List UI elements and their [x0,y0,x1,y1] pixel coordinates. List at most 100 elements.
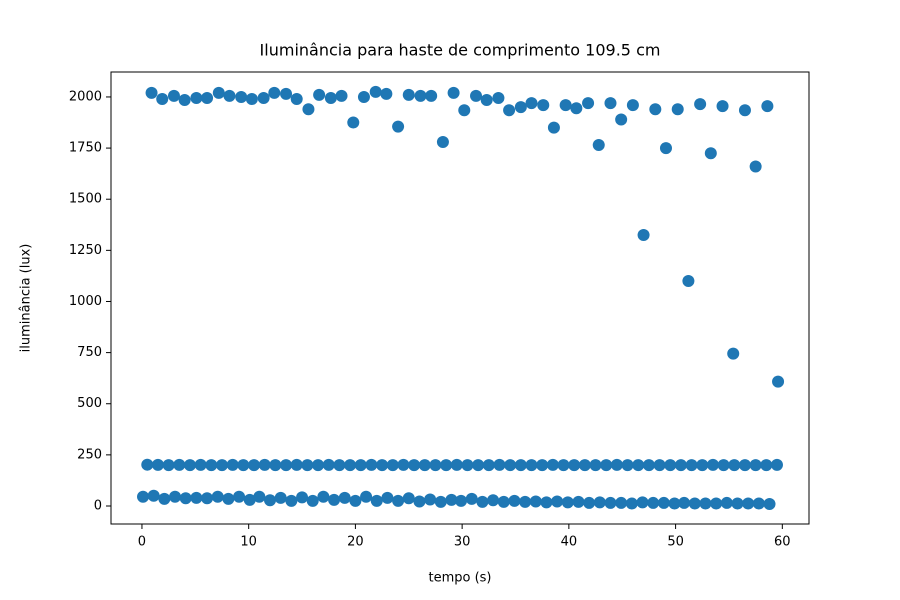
point [621,459,634,472]
point [141,458,154,471]
point [738,459,751,472]
point [699,497,712,510]
point [626,99,639,112]
point [649,103,662,116]
point [205,459,218,472]
point [173,458,186,471]
point [455,494,468,507]
point [738,104,751,117]
point [162,459,175,472]
point [429,459,442,472]
point [642,459,655,472]
x-tick-label: 20 [347,535,364,550]
point [572,495,585,508]
point [338,491,351,504]
point [301,459,314,472]
point [600,459,613,472]
y-tick-label: 1750 [69,141,102,156]
point [720,496,733,509]
point [322,458,335,471]
point [604,496,617,509]
x-tick-label: 50 [667,535,684,550]
point [365,458,378,471]
point [514,459,527,472]
point [450,458,463,471]
point [215,459,228,472]
point [731,497,744,510]
point [183,459,196,472]
point [480,94,493,107]
point [280,87,293,100]
point [290,458,303,471]
point [376,459,389,472]
point [561,496,574,509]
point [706,458,719,471]
point [151,458,164,471]
point [589,459,602,472]
point [568,459,581,472]
point [370,494,383,507]
point [551,495,564,508]
point [504,459,517,472]
point [212,86,225,99]
point [243,493,256,506]
point [547,121,560,134]
point [257,91,270,104]
point [593,496,606,509]
point [137,490,150,503]
point [752,497,765,510]
x-tick-label: 30 [454,535,471,550]
point [169,490,182,503]
point [465,492,478,505]
point [274,491,287,504]
point [492,91,505,104]
point [694,98,707,111]
point [688,497,701,510]
x-axis-label: tempo (s) [428,571,491,586]
point [537,99,550,112]
point [682,275,695,288]
point [344,459,357,472]
y-tick-label: 0 [94,499,102,514]
point [397,458,410,471]
point [296,491,309,504]
x-tick-label: 60 [774,535,791,550]
point [349,494,362,507]
point [381,491,394,504]
point [508,494,521,507]
x-tick-label: 10 [240,535,257,550]
y-tick-label: 1250 [69,243,102,258]
point [557,459,570,472]
point [770,458,783,471]
point [763,497,776,510]
point [201,91,214,104]
point [313,88,326,101]
point [158,492,171,505]
point [772,375,785,388]
point [285,494,298,507]
point [360,490,373,503]
point [269,459,282,472]
point [302,103,315,116]
point [445,493,458,506]
point [237,459,250,472]
point [408,459,421,472]
point [674,459,687,472]
point [710,497,723,510]
point [632,459,645,472]
point [264,494,277,507]
point [414,89,427,102]
point [222,492,235,505]
point [470,89,483,102]
point [696,459,709,472]
point [625,497,638,510]
point [578,459,591,472]
point [347,116,360,129]
point [536,459,549,472]
point [761,100,774,113]
point [335,89,348,102]
point [235,90,248,103]
x-tick-label: 40 [561,535,578,550]
point [461,459,474,472]
x-tick-label: 0 [138,535,146,550]
